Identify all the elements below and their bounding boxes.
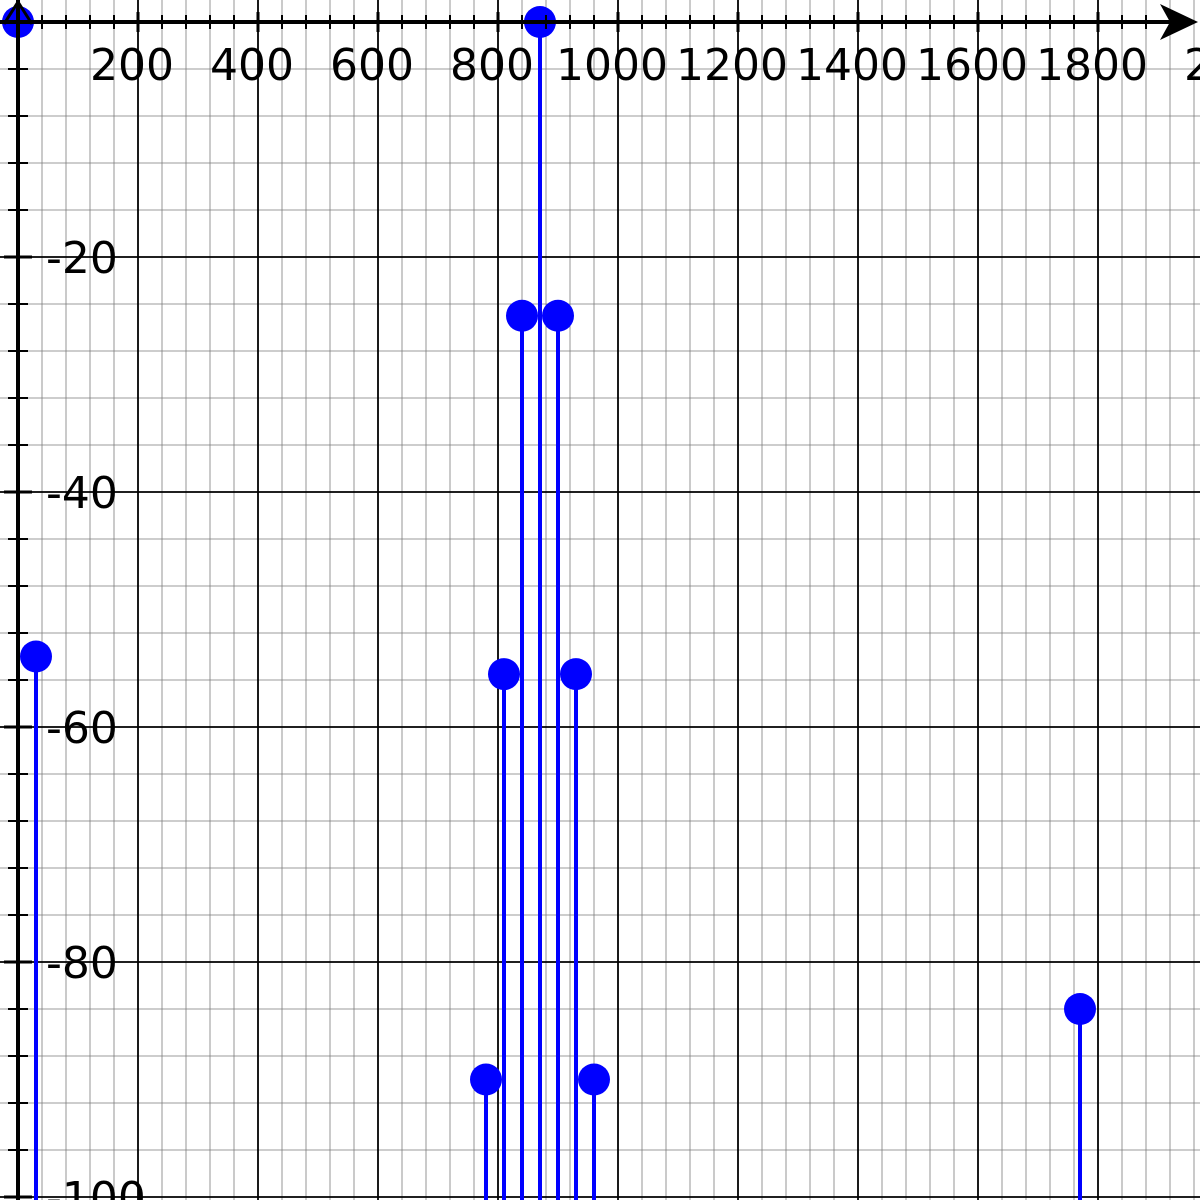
- y-tick-labels: -20 -40 -60 -80 -100: [46, 233, 146, 1200]
- data-point: [1064, 993, 1096, 1025]
- data-point: [560, 658, 592, 691]
- y-tick-label: -60: [46, 703, 118, 754]
- data-point: [488, 658, 520, 691]
- x-tick-label: 1800: [1036, 40, 1148, 91]
- data-series: [2, 6, 1096, 1200]
- y-axis-arrow: [2, 0, 34, 25]
- data-point: [506, 299, 538, 332]
- x-axis-arrow: [1160, 4, 1198, 40]
- x-tick-label: 800: [450, 40, 534, 91]
- data-point: [578, 1063, 610, 1096]
- data-point: [542, 299, 574, 332]
- y-tick-label: -40: [46, 468, 118, 519]
- x-tick-label: 600: [330, 40, 414, 91]
- y-tick-label: -100: [46, 1173, 146, 1200]
- x-tick-label: 200: [90, 40, 174, 91]
- y-tick-label: -80: [46, 938, 118, 989]
- x-tick-label: 1000: [556, 40, 668, 91]
- x-tick-label: 400: [210, 40, 294, 91]
- x-tick-label: 20: [1184, 40, 1200, 91]
- x-tick-label: 1200: [676, 40, 788, 91]
- data-point: [470, 1063, 502, 1096]
- x-tick-label: 1600: [916, 40, 1028, 91]
- data-point: [20, 640, 52, 673]
- y-tick-label: -20: [46, 233, 118, 284]
- x-tick-label: 1400: [796, 40, 908, 91]
